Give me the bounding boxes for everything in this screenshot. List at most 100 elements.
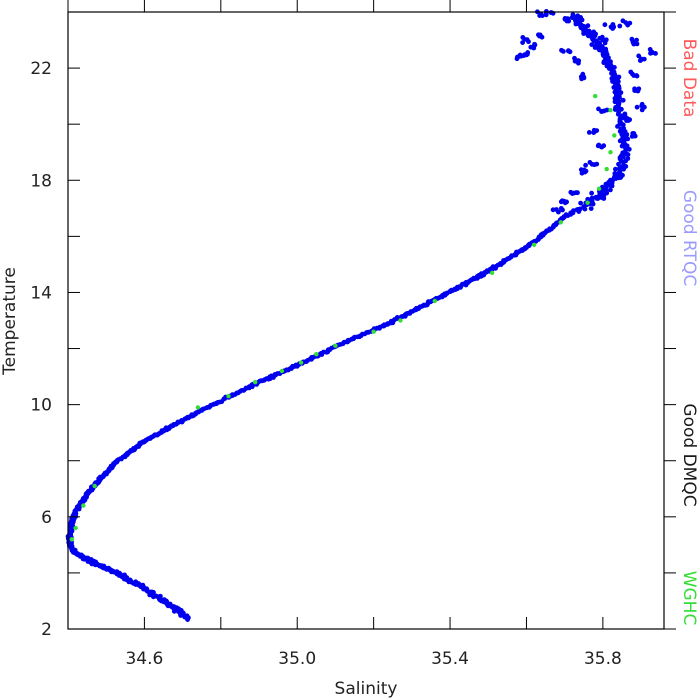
wghc-point (314, 352, 319, 357)
data-point (561, 198, 567, 204)
data-point (601, 192, 607, 198)
data-point (543, 12, 549, 18)
data-point (162, 597, 167, 603)
wghc-point (298, 360, 304, 365)
legend-item: Good RTQC (679, 190, 699, 286)
wghc-point (92, 483, 97, 489)
wghc-point (612, 133, 617, 138)
wghc-point (253, 380, 258, 385)
data-point (616, 170, 622, 176)
data-point (560, 207, 565, 213)
data-point (140, 582, 146, 588)
wghc-point (398, 318, 403, 323)
data-point (615, 88, 621, 94)
data-point (566, 48, 571, 54)
data-point (613, 97, 619, 103)
data-point (524, 37, 530, 43)
data-point (576, 209, 582, 215)
data-point (106, 565, 111, 571)
wghc-point (531, 242, 537, 247)
data-point (608, 187, 613, 193)
wghc-point (195, 405, 201, 410)
data-point (619, 158, 624, 164)
data-point (564, 18, 570, 24)
data-point (589, 195, 595, 201)
data-point (619, 113, 625, 119)
data-point (634, 37, 639, 43)
data-point (626, 146, 632, 152)
data-point (515, 54, 520, 60)
data-point (641, 56, 647, 62)
data-point (581, 31, 586, 36)
x-axis-label: Salinity (335, 679, 398, 699)
data-point (616, 110, 621, 116)
data-point (550, 207, 556, 213)
wghc-point (279, 368, 285, 374)
data-point (595, 143, 601, 149)
x-tick-label: 34.6 (125, 649, 163, 669)
wghc-point (604, 166, 609, 172)
x-tick-label: 35.8 (584, 649, 622, 669)
wghc-point (73, 525, 78, 531)
data-points (65, 9, 658, 622)
data-point (616, 161, 621, 167)
data-point (570, 191, 575, 197)
data-point (589, 42, 595, 47)
data-point (612, 171, 618, 176)
data-point (589, 161, 595, 167)
y-tick-label: 22 (30, 59, 52, 79)
wghc-point (432, 298, 437, 304)
wghc-point (585, 200, 590, 205)
y-tick-label: 14 (30, 283, 52, 303)
data-point (603, 37, 609, 43)
wghc-point (596, 186, 602, 191)
wghc-point (81, 503, 86, 508)
data-point (615, 106, 621, 112)
data-point (634, 104, 640, 110)
data-point (623, 164, 629, 169)
data-point (88, 558, 93, 563)
data-point (599, 34, 605, 40)
data-point (625, 136, 631, 142)
data-point (540, 13, 545, 18)
data-point (573, 190, 579, 196)
data-point (593, 38, 598, 44)
data-point (522, 52, 528, 58)
data-point (601, 143, 607, 149)
data-point (583, 162, 588, 168)
data-point (572, 58, 578, 64)
legend-item: WGHC (679, 571, 699, 626)
y-tick-label: 2 (41, 620, 52, 640)
axes (67, 0, 676, 630)
data-point (630, 39, 636, 45)
data-point (627, 20, 633, 26)
data-point (582, 169, 588, 175)
data-point (563, 212, 569, 218)
data-point (570, 12, 576, 17)
tick-labels: 34.6 35.0 35.4 35.8 2 6 10 14 18 22 (30, 59, 621, 669)
data-point (571, 208, 576, 214)
data-point (602, 47, 608, 53)
data-point (530, 44, 536, 50)
data-point (578, 200, 583, 206)
legend: Bad Data Good RTQC Good DMQC WGHC (679, 39, 699, 626)
wghc-point (69, 537, 75, 542)
data-point (586, 130, 592, 135)
data-point (618, 126, 624, 132)
data-point (610, 22, 616, 27)
data-point (648, 50, 653, 56)
wghc-point (226, 394, 231, 399)
data-point (594, 128, 600, 134)
wghc-point (558, 220, 563, 225)
data-point (597, 191, 603, 197)
data-point (609, 76, 615, 81)
x-tick-label: 35.4 (431, 649, 469, 669)
wghc-point (371, 329, 376, 334)
y-tick-label: 18 (30, 171, 52, 191)
wghc-point (333, 343, 338, 348)
data-point (556, 209, 561, 215)
data-point (536, 32, 541, 38)
data-point (613, 166, 618, 172)
data-point (617, 23, 623, 29)
data-point (620, 97, 626, 103)
